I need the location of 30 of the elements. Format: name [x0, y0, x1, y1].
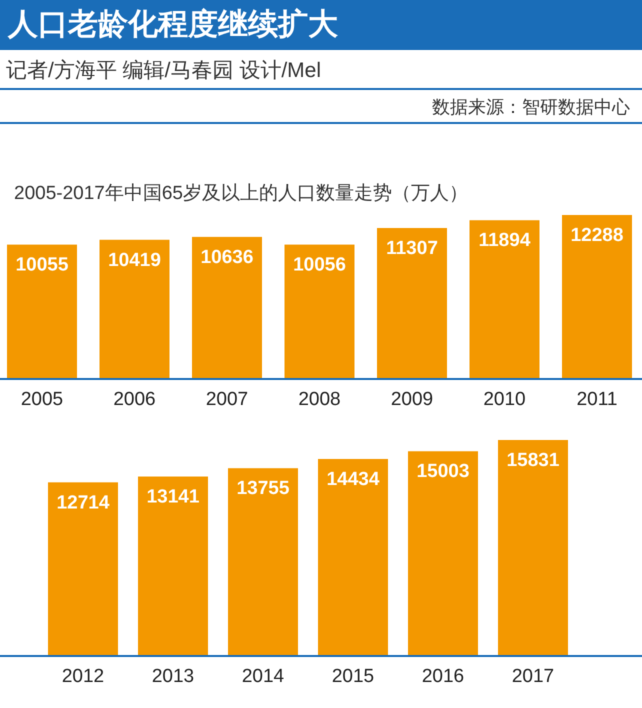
data-label: 13755	[236, 478, 290, 500]
x-tick-label: 2008	[298, 389, 341, 410]
data-label: 15003	[416, 461, 470, 482]
x-tick-label: 2011	[576, 389, 618, 410]
x-tick-label: 2006	[113, 389, 156, 410]
data-label: 15831	[506, 450, 560, 471]
x-tick-label: 2014	[242, 666, 285, 687]
chart-subtitle: 记者/方海平 编辑/马春园 设计/Mel	[6, 58, 322, 84]
x-tick-label: 2017	[512, 666, 554, 687]
data-label: 13141	[146, 486, 200, 508]
x-tick-label: 2016	[422, 666, 464, 687]
data-label: 10419	[108, 250, 161, 271]
x-tick-label: 2010	[483, 389, 526, 410]
x-tick-label: 2012	[62, 666, 104, 687]
data-label: 12288	[570, 225, 624, 246]
data-label: 11307	[386, 238, 438, 260]
x-tick-label: 2015	[332, 666, 374, 687]
data-label: 12714	[56, 492, 110, 514]
source-note: 数据来源：智研数据中心	[432, 96, 630, 119]
data-label: 10055	[16, 254, 69, 276]
data-label: 10056	[293, 254, 346, 276]
data-label: 14434	[326, 468, 380, 490]
data-label: 11894	[478, 230, 531, 252]
chart-title: 人口老龄化程度继续扩大	[0, 0, 642, 50]
text: 2005-2017年中国65岁及以上的人口数量走势（万人）	[14, 182, 468, 206]
x-tick-label: 2009	[390, 389, 434, 410]
x-tick-label: 2007	[206, 389, 248, 410]
x-tick-label: 2005	[20, 389, 64, 410]
x-tick-label: 2013	[152, 666, 194, 687]
data-label: 10636	[200, 246, 254, 268]
